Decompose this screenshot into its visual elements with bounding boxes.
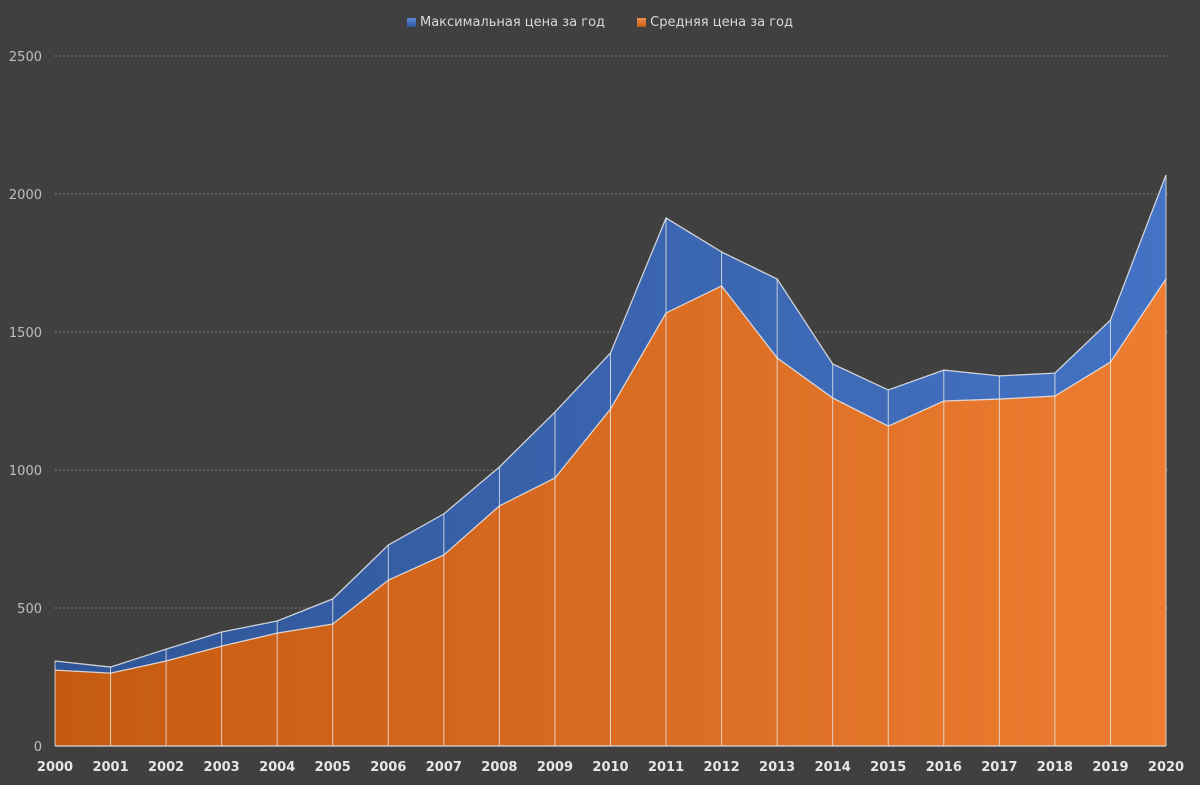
x-tick-label: 2013 (759, 760, 795, 775)
legend-swatch-avg (637, 18, 647, 27)
y-tick-label: 1500 (9, 326, 42, 341)
x-tick-label: 2020 (1148, 760, 1184, 775)
x-tick-label: 2011 (648, 760, 684, 775)
x-tick-label: 2005 (315, 760, 351, 775)
x-tick-label: 2001 (92, 760, 128, 775)
x-tick-label: 2007 (426, 760, 462, 775)
x-tick-label: 2006 (370, 760, 406, 775)
x-tick-label: 2017 (981, 760, 1017, 775)
y-tick-label: 0 (34, 740, 42, 755)
x-tick-label: 2002 (148, 760, 184, 775)
x-tick-label: 2004 (259, 760, 295, 775)
y-tick-label: 1000 (9, 464, 42, 479)
legend-item-avg: Средняя цена за год (637, 15, 793, 30)
legend: Максимальная цена за год Средняя цена за… (0, 15, 1200, 31)
legend-label-avg: Средняя цена за год (650, 15, 793, 30)
x-tick-label: 2019 (1092, 760, 1128, 775)
x-tick-label: 2010 (592, 760, 628, 775)
legend-swatch-max (407, 18, 416, 27)
x-tick-label: 2012 (704, 760, 740, 775)
x-tick-label: 2015 (870, 760, 906, 775)
legend-label-max: Максимальная цена за год (420, 15, 606, 30)
y-tick-label: 2500 (9, 50, 42, 65)
x-tick-label: 2014 (815, 760, 851, 775)
y-tick-label: 500 (17, 602, 42, 617)
legend-item-max: Максимальная цена за год (407, 15, 605, 30)
x-tick-label: 2018 (1037, 760, 1073, 775)
y-tick-label: 2000 (9, 188, 42, 203)
x-tick-label: 2009 (537, 760, 573, 775)
x-tick-label: 2003 (204, 760, 240, 775)
x-tick-label: 2000 (37, 760, 73, 775)
x-tick-label: 2016 (926, 760, 962, 775)
x-tick-label: 2008 (481, 760, 517, 775)
